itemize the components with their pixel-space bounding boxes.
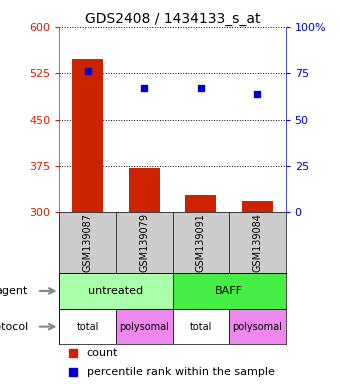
Bar [242,201,273,212]
Text: GSM139084: GSM139084 [252,214,262,272]
Text: count: count [87,348,118,358]
Text: agent: agent [0,286,28,296]
Bar [173,309,229,344]
Bar [72,59,103,212]
Text: percentile rank within the sample: percentile rank within the sample [87,367,274,377]
Text: polysomal: polysomal [119,322,169,332]
Bar [173,273,286,309]
Bar [59,273,173,309]
Title: GDS2408 / 1434133_s_at: GDS2408 / 1434133_s_at [85,12,260,26]
Text: total: total [76,322,99,332]
Bar [59,309,116,344]
Text: polysomal: polysomal [233,322,282,332]
Text: total: total [190,322,212,332]
Text: BAFF: BAFF [215,286,243,296]
Text: untreated: untreated [88,286,143,296]
Bar [229,309,286,344]
Text: GSM139079: GSM139079 [139,213,149,272]
Text: GSM139091: GSM139091 [196,214,206,272]
Bar [129,168,160,212]
Bar [116,309,173,344]
Text: GSM139087: GSM139087 [83,213,93,272]
Bar [185,195,216,212]
Text: protocol: protocol [0,322,28,332]
